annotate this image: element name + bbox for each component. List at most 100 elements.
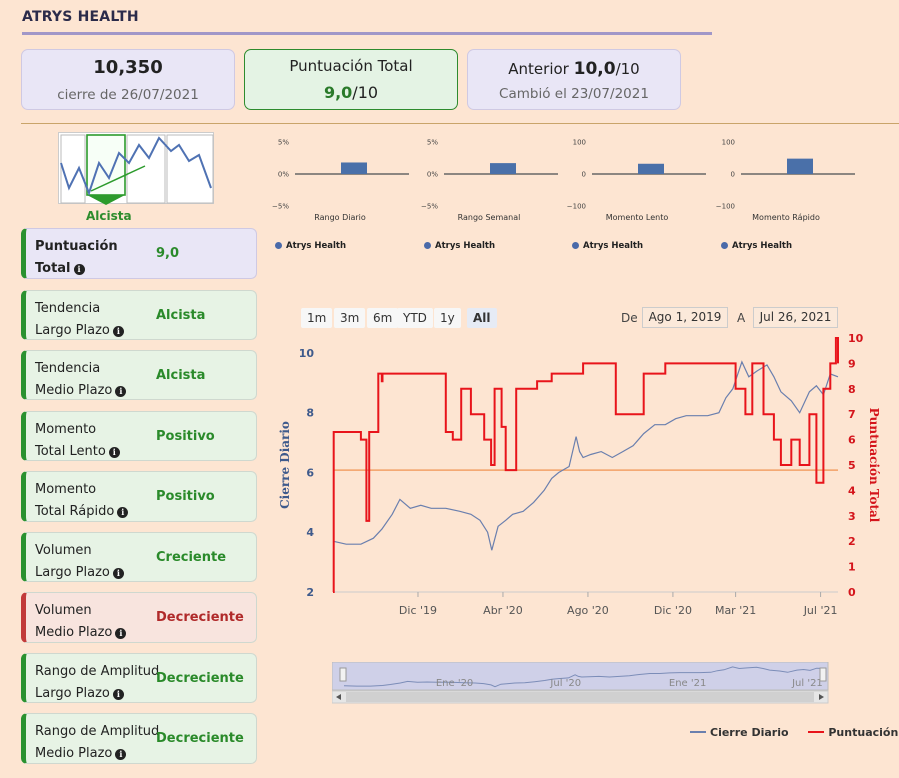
info-icon[interactable]: i [112, 326, 124, 337]
mini-chart-weekly-range: 5% 0% −5% Rango Semanal Atrys Health [414, 132, 564, 257]
info-icon[interactable]: i [112, 568, 124, 579]
legend-series-name: Atrys Health [583, 241, 644, 251]
series-line-puntuacion[interactable] [332, 337, 839, 593]
to-date-input[interactable]: Jul 26, 2021 [753, 307, 838, 328]
previous-score-card: Anterior 10,0/10 Cambió el 23/07/2021 [467, 49, 681, 110]
indicator-label-line1: Momento [35, 482, 97, 497]
info-icon[interactable]: i [112, 689, 124, 700]
range-button-all[interactable]: All [467, 308, 497, 328]
bar[interactable] [490, 163, 516, 174]
y-tick-label: −5% [272, 203, 289, 211]
previous-suffix: /10 [615, 60, 640, 78]
previous-label: Anterior [508, 60, 569, 78]
range-button-ytd[interactable]: YTD [397, 308, 433, 328]
y-tick-label: −5% [421, 203, 438, 211]
y-tick-label: 0% [427, 171, 438, 179]
indicator-value: Decreciente [156, 610, 244, 625]
main-chart-legend: Cierre Diario Puntuación [690, 726, 898, 739]
price-score-chart[interactable]: Dic '19 Abr '20 Ago '20 Dic '20 Mar '21 Jul '… [260, 330, 890, 630]
y-tick-label: −100 [567, 203, 586, 211]
y2-tick-label: 7 [848, 408, 856, 421]
price-caption: cierre de 26/07/2021 [57, 87, 199, 103]
indicator-row-mid-range: Rango de Amplitud Medio Plazo i Decrecient… [21, 713, 257, 764]
info-icon[interactable]: i [117, 507, 129, 518]
y-tick-label: 4 [306, 526, 314, 539]
score-value: 9,0 [323, 83, 353, 102]
range-button-1y[interactable]: 1y [434, 308, 461, 328]
indicator-value: Decreciente [156, 670, 244, 686]
range-button-3m[interactable]: 3m [334, 308, 366, 328]
indicator-label-line1: Volumen [35, 603, 92, 618]
indicator-label-line2: Medio Plazo [35, 625, 113, 640]
indicator-row-long-range: Rango de Amplitud Largo Plazo i Decrecient… [21, 653, 257, 703]
x-tick-label: Dic '20 [654, 604, 692, 617]
y2-tick-label: 5 [848, 459, 856, 472]
y2-tick-label: 9 [848, 357, 856, 370]
score-label: Puntuación Total [289, 57, 413, 75]
indicator-label-line2: Total Lento [35, 444, 106, 459]
mini-chart-legend[interactable]: Atrys Health [572, 241, 643, 251]
mini-chart-legend[interactable]: Atrys Health [721, 241, 792, 251]
navigator-handle-right[interactable] [819, 667, 827, 682]
indicator-label-line2: Total Rápido [35, 504, 115, 519]
y-tick-label: 100 [573, 139, 586, 147]
mini-chart-category: Momento Lento [605, 213, 669, 222]
from-date-input[interactable]: Ago 1, 2019 [642, 307, 728, 328]
mini-chart-legend[interactable]: Atrys Health [275, 241, 346, 251]
y2-tick-label: 4 [848, 484, 856, 497]
info-icon[interactable]: i [115, 749, 127, 760]
price-value: 10,350 [93, 57, 163, 78]
y2-tick-label: 3 [848, 510, 856, 523]
mini-chart-legend[interactable]: Atrys Health [424, 241, 495, 251]
scrollbar-thumb[interactable] [346, 692, 814, 702]
x-tick-label: Abr '20 [483, 604, 523, 617]
bar[interactable] [787, 158, 813, 174]
indicator-value: Positivo [156, 428, 215, 444]
bar[interactable] [638, 163, 664, 174]
previous-value: 10,0 [573, 59, 616, 79]
y2-tick-label: 10 [848, 332, 864, 345]
y-tick-label: 0% [278, 171, 289, 179]
title-underline [22, 32, 712, 35]
mini-chart-category: Momento Rápido [752, 213, 820, 222]
mini-chart-slow-momentum: 100 0 −100 Momento Lento Atrys Health [562, 132, 712, 257]
legend-series-name: Atrys Health [732, 241, 793, 251]
x-tick-label: Dic '19 [399, 604, 437, 617]
page-title: ATRYS HEALTH [22, 9, 139, 25]
legend-item-cierre[interactable]: Cierre Diario [690, 726, 789, 739]
info-icon[interactable]: i [73, 264, 85, 275]
y-tick-label: 100 [722, 139, 735, 147]
bar[interactable] [341, 162, 367, 174]
indicator-label-line2: Medio Plazo [35, 746, 113, 761]
info-icon[interactable]: i [115, 386, 127, 397]
legend-item-puntuacion[interactable]: Puntuación [808, 726, 898, 739]
navigator-handle-left[interactable] [339, 667, 347, 682]
info-icon[interactable]: i [108, 447, 120, 458]
navigator-mask[interactable] [332, 662, 829, 691]
indicator-row-mid-trend: Tendencia Medio Plazo i Alcista [21, 350, 257, 400]
indicator-value: 9,0 [156, 246, 180, 261]
indicator-value: Alcista [156, 307, 206, 323]
indicator-row-long-volume: Volumen Largo Plazo i Creciente [21, 532, 257, 582]
y-tick-label: 2 [306, 586, 314, 599]
scroll-right-arrow-icon[interactable] [819, 694, 824, 700]
range-button-6m[interactable]: 6m [367, 308, 399, 328]
indicator-row-long-trend: Tendencia Largo Plazo i Alcista [21, 290, 257, 340]
indicator-label-line1: Momento [35, 422, 97, 437]
indicator-value: Positivo [156, 489, 215, 504]
indicator-value: Creciente [156, 549, 227, 565]
y2-tick-label: 6 [848, 434, 856, 447]
range-button-1m[interactable]: 1m [301, 308, 333, 328]
x-tick-label: Ago '20 [567, 604, 609, 617]
indicator-label-line1: Volumen [35, 543, 92, 558]
scroll-left-arrow-icon[interactable] [336, 694, 341, 700]
navigator-tick-label: Jul '20 [549, 678, 581, 689]
navigator-tick-label: Ene '20 [436, 678, 473, 689]
previous-caption: Cambió el 23/07/2021 [499, 86, 649, 102]
y-tick-label: 0 [582, 171, 586, 179]
info-icon[interactable]: i [115, 628, 127, 639]
indicator-label-line2: Largo Plazo [35, 323, 110, 338]
y-tick-label: 5% [427, 139, 438, 147]
series-line-cierre-diario[interactable] [332, 360, 839, 551]
chart-navigator[interactable]: Ene '20 Jul '20 Ene '21 Jul '21 [332, 662, 842, 704]
